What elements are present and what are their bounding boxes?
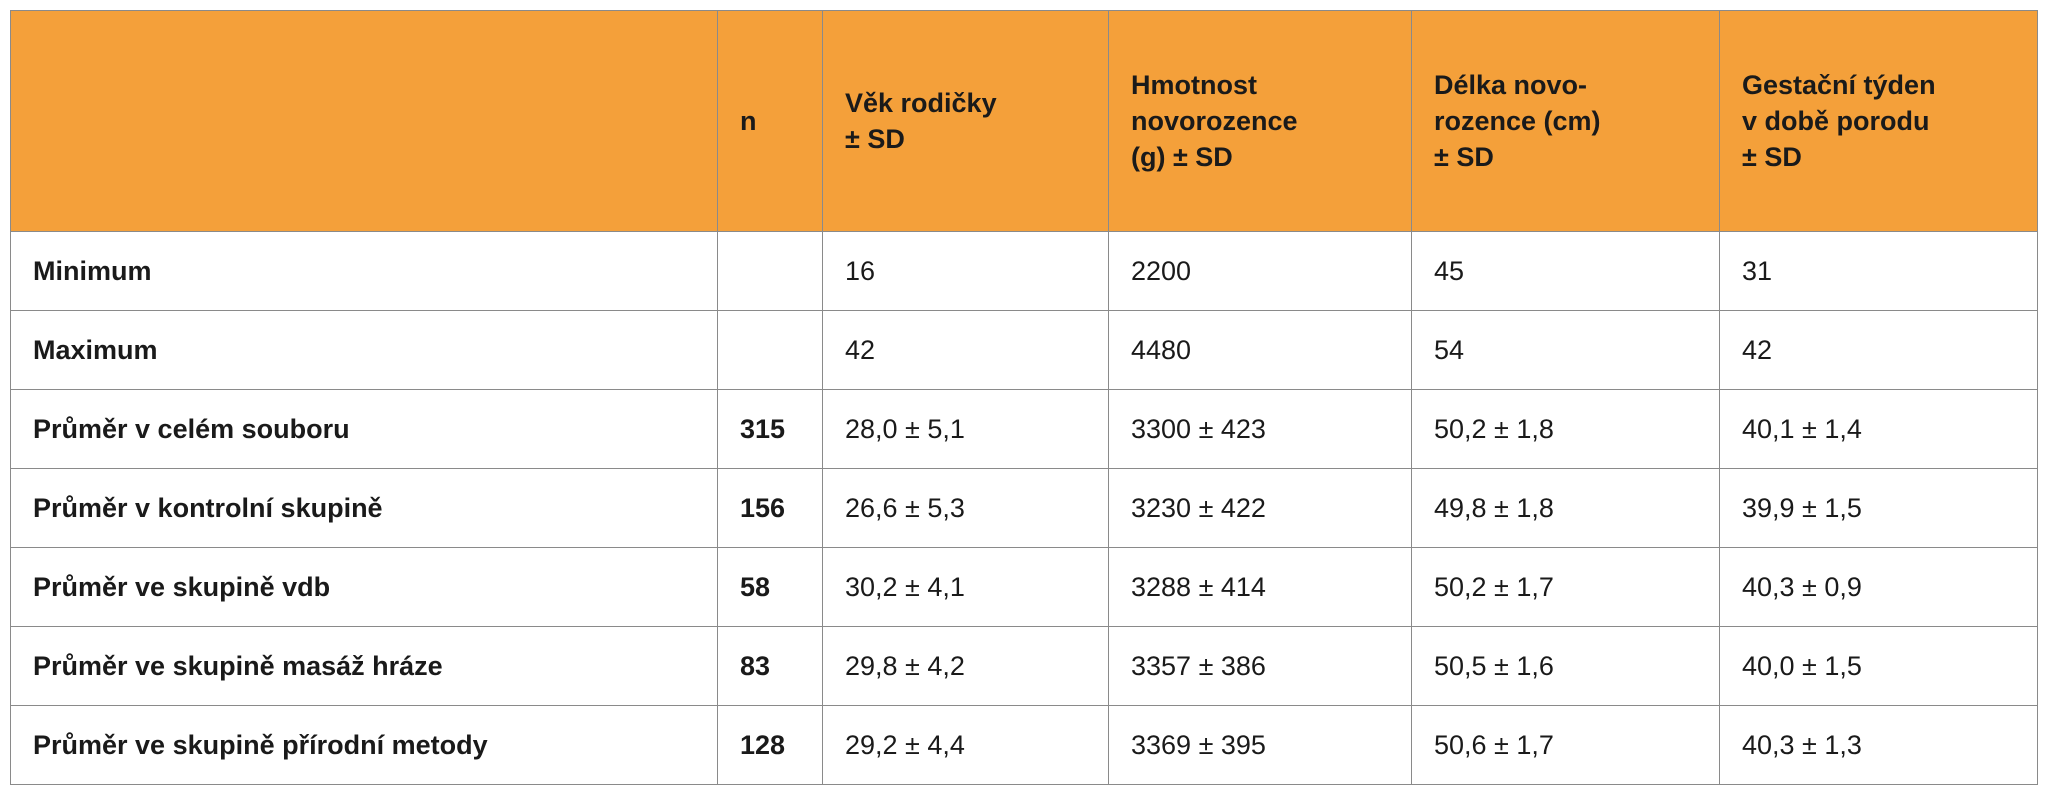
header-line: novorozence [1131, 106, 1298, 136]
header-row: n Věk rodičky ± SD Hmotnost novorozence (g) ±… [10, 10, 2038, 232]
row-label: Průměr ve skupině přírodní metody [10, 705, 718, 785]
table-cell: 3230 ± 422 [1108, 468, 1412, 548]
table-cell: 40,0 ± 1,5 [1719, 626, 2038, 706]
table-cell: 40,1 ± 1,4 [1719, 389, 2038, 469]
table-cell: 54 [1411, 310, 1720, 390]
header-line: ± SD [1742, 142, 1802, 172]
row-label: Průměr ve skupině vdb [10, 547, 718, 627]
table-row: Průměr ve skupině vdb 58 30,2 ± 4,1 3288 ± … [10, 547, 2038, 627]
table-row: Průměr v kontrolní skupině 156 26,6 ± 5,3 3… [10, 468, 2038, 548]
header-line: Délka novo- [1434, 70, 1588, 100]
table-row: Průměr v celém souboru 315 28,0 ± 5,1 3300 … [10, 389, 2038, 469]
table-cell [717, 310, 823, 390]
table-cell: 3288 ± 414 [1108, 547, 1412, 627]
table-cell: 28,0 ± 5,1 [822, 389, 1109, 469]
table-cell: 29,2 ± 4,4 [822, 705, 1109, 785]
header-line: Hmotnost [1131, 70, 1257, 100]
table-row: Průměr ve skupině masáž hráze 83 29,8 ± 4,… [10, 626, 2038, 706]
table-cell: 40,3 ± 0,9 [1719, 547, 2038, 627]
header-cell: Hmotnost novorozence (g) ± SD [1108, 10, 1412, 232]
table-cell [717, 231, 823, 311]
header-line: (g) ± SD [1131, 142, 1233, 172]
header-cell [10, 10, 718, 232]
row-label: Maximum [10, 310, 718, 390]
header-cell: n [717, 10, 823, 232]
table-cell: 58 [717, 547, 823, 627]
table-cell: 40,3 ± 1,3 [1719, 705, 2038, 785]
table-cell: 30,2 ± 4,1 [822, 547, 1109, 627]
header-line: ± SD [1434, 142, 1494, 172]
table-cell: 2200 [1108, 231, 1412, 311]
table-cell: 3357 ± 386 [1108, 626, 1412, 706]
header-line: Gestační týden [1742, 70, 1936, 100]
data-table: n Věk rodičky ± SD Hmotnost novorozence (g) ±… [10, 10, 2038, 785]
table-cell: 315 [717, 389, 823, 469]
table-cell: 4480 [1108, 310, 1412, 390]
table-cell: 39,9 ± 1,5 [1719, 468, 2038, 548]
row-label: Průměr v celém souboru [10, 389, 718, 469]
table-cell: 29,8 ± 4,2 [822, 626, 1109, 706]
table-cell: 128 [717, 705, 823, 785]
table-cell: 42 [822, 310, 1109, 390]
table-cell: 26,6 ± 5,3 [822, 468, 1109, 548]
table-cell: 3300 ± 423 [1108, 389, 1412, 469]
header-cell: Věk rodičky ± SD [822, 10, 1109, 232]
table-cell: 49,8 ± 1,8 [1411, 468, 1720, 548]
header-line: v době porodu [1742, 106, 1930, 136]
table-cell: 45 [1411, 231, 1720, 311]
table-row: Průměr ve skupině přírodní metody 128 29,2… [10, 705, 2038, 785]
header-line: n [740, 106, 757, 136]
table-cell: 50,2 ± 1,7 [1411, 547, 1720, 627]
header-cell: Gestační týden v době porodu ± SD [1719, 10, 2038, 232]
header-line: ± SD [845, 124, 905, 154]
header-line: Věk rodičky [845, 88, 997, 118]
table-cell: 83 [717, 626, 823, 706]
header-cell: Délka novo-rozence (cm) ± SD [1411, 10, 1720, 232]
table-cell: 16 [822, 231, 1109, 311]
header-line: rozence (cm) [1434, 106, 1601, 136]
table-row: Minimum 16 2200 45 31 [10, 231, 2038, 311]
table-cell: 50,6 ± 1,7 [1411, 705, 1720, 785]
table-cell: 3369 ± 395 [1108, 705, 1412, 785]
table-row: Maximum 42 4480 54 42 [10, 310, 2038, 390]
table-cell: 31 [1719, 231, 2038, 311]
table-cell: 42 [1719, 310, 2038, 390]
table-cell: 50,2 ± 1,8 [1411, 389, 1720, 469]
row-label: Průměr v kontrolní skupině [10, 468, 718, 548]
row-label: Minimum [10, 231, 718, 311]
table-cell: 156 [717, 468, 823, 548]
table-cell: 50,5 ± 1,6 [1411, 626, 1720, 706]
row-label: Průměr ve skupině masáž hráze [10, 626, 718, 706]
